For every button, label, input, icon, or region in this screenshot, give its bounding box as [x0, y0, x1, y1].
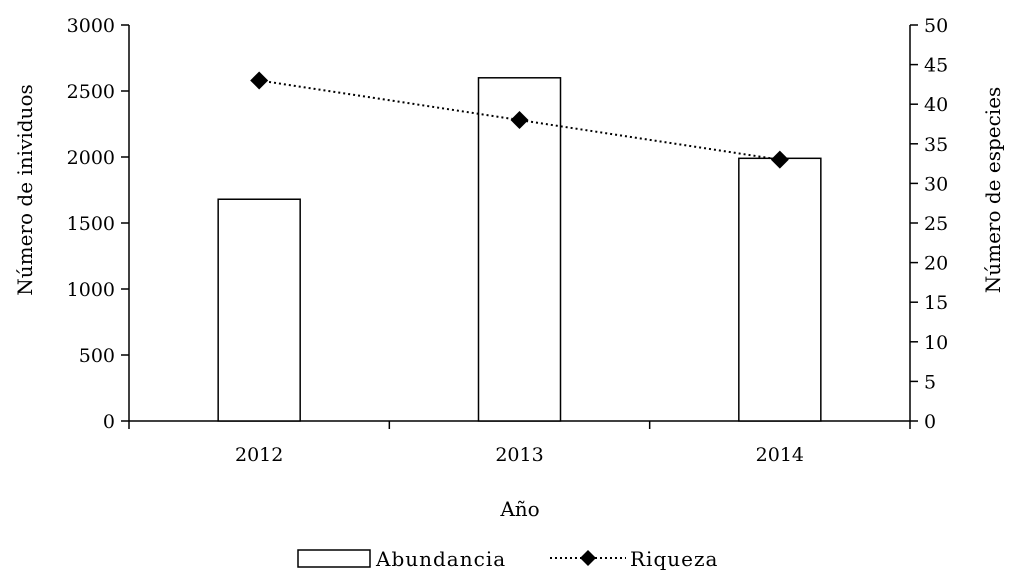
y-tick-label-right: 0 [924, 411, 936, 433]
y-tick-label-left: 500 [79, 345, 115, 367]
y-tick-label-left: 0 [103, 411, 115, 433]
y-tick-label-right: 10 [924, 332, 948, 354]
legend-swatch-abundancia [297, 549, 371, 568]
y-tick-label-left: 2000 [67, 147, 115, 169]
bar-abundancia [738, 157, 822, 422]
legend: Abundancia Riqueza [297, 547, 718, 571]
y-tick-label-right: 25 [924, 213, 948, 235]
y-tick-label-right: 20 [924, 253, 948, 275]
y-tick-label-left: 2500 [67, 81, 115, 103]
x-tick-label: 2013 [495, 444, 543, 466]
y-tick-label-right: 5 [924, 371, 936, 393]
y-tick-label-left: 1000 [67, 279, 115, 301]
y-tick-label-left: 3000 [67, 15, 115, 37]
tick-labels: 0 500 1000 1500 2000 2500 3000 0 5 10 15 20 25 30 35 40… [67, 15, 949, 466]
y-tick-label-right: 30 [924, 173, 948, 195]
x-tick-label: 2012 [235, 444, 283, 466]
legend-marker-riqueza [580, 550, 596, 566]
bar-abundancia [217, 198, 301, 422]
riqueza-point [250, 71, 269, 90]
x-axis-title: Año [499, 497, 539, 521]
riqueza-point [510, 111, 529, 130]
y-tick-label-right: 50 [924, 15, 948, 37]
bars [217, 77, 822, 422]
legend-label-riqueza: Riqueza [630, 547, 718, 571]
y-tick-label-right: 45 [924, 55, 948, 77]
y-axis-title-right: Número de especies [981, 87, 1005, 294]
riqueza-point [770, 150, 789, 169]
y-axis-title-left: Número de inividuos [13, 84, 37, 296]
legend-label-abundancia: Abundancia [375, 547, 506, 571]
x-tick-label: 2014 [756, 444, 804, 466]
riqueza-series [250, 71, 789, 169]
y-tick-label-left: 1500 [67, 213, 115, 235]
y-tick-label-right: 35 [924, 134, 948, 156]
bar-abundancia [477, 77, 562, 422]
y-tick-label-right: 40 [924, 94, 948, 116]
y-tick-label-right: 15 [924, 292, 948, 314]
